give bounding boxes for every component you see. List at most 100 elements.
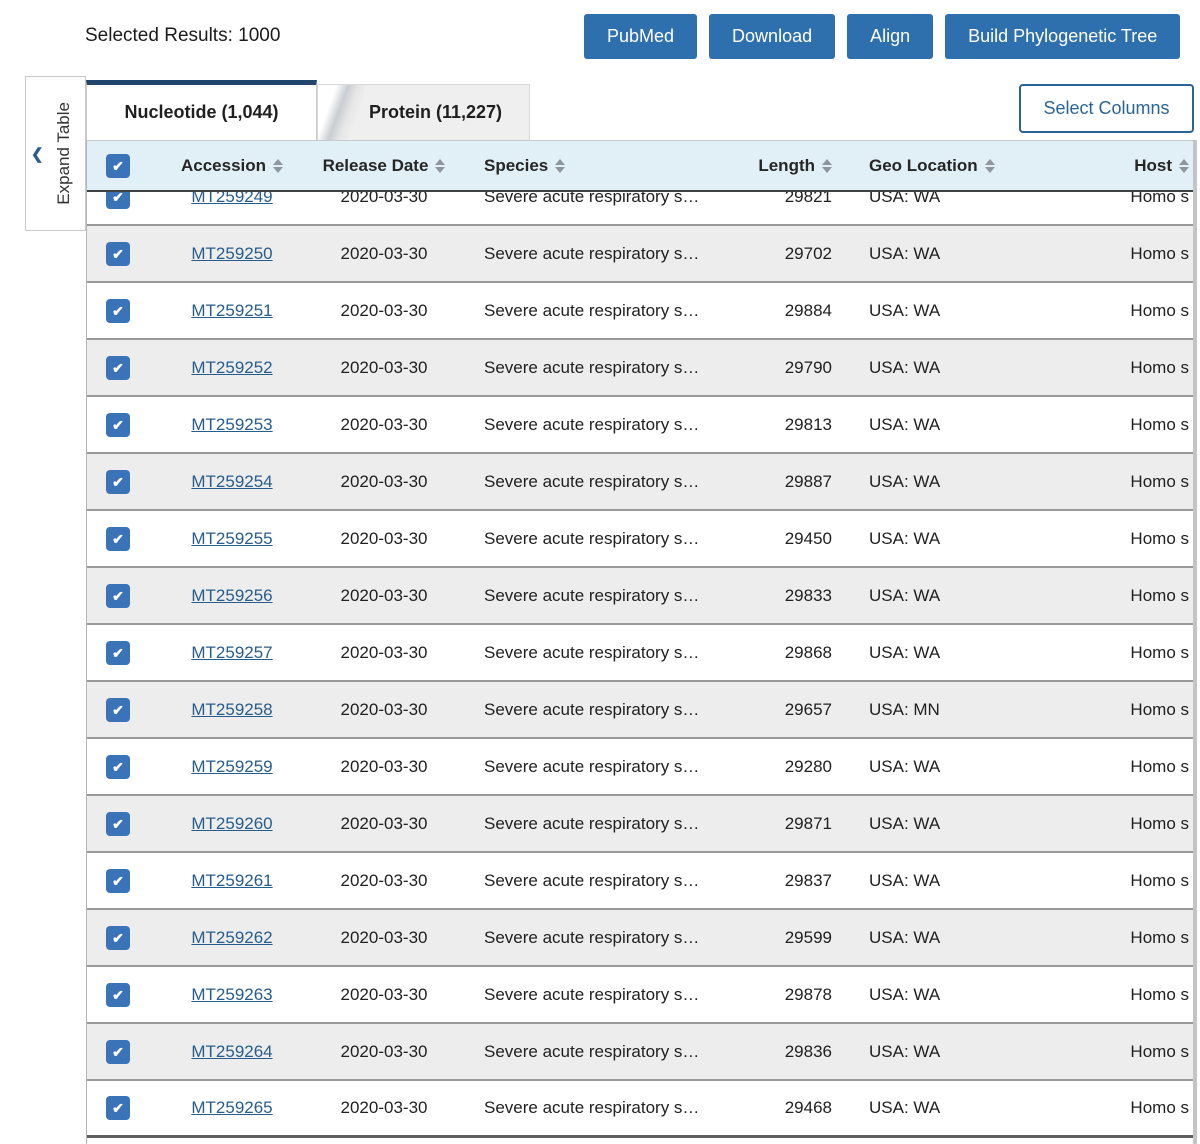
accession-link[interactable]: MT259255 — [191, 528, 273, 548]
header-accession[interactable]: Accession — [157, 156, 307, 176]
row-checkbox[interactable]: ✔ — [106, 982, 130, 1007]
table-row: ✔ MT259256 2020-03-30 Severe acute respirat… — [87, 568, 1193, 625]
header-species[interactable]: Species — [461, 156, 761, 176]
accession-link[interactable]: MT259256 — [191, 585, 273, 605]
host-cell: Homo s — [1130, 984, 1189, 1004]
geo-location-cell: USA: WA — [869, 927, 941, 947]
checkmark-icon: ✔ — [112, 587, 124, 604]
release-date-cell: 2020-03-30 — [340, 927, 428, 947]
host-cell: Homo s — [1130, 813, 1189, 833]
row-checkbox[interactable]: ✔ — [106, 925, 130, 950]
row-checkbox[interactable]: ✔ — [106, 412, 130, 437]
row-checkbox[interactable]: ✔ — [106, 355, 130, 380]
row-checkbox[interactable]: ✔ — [106, 811, 130, 836]
select-columns-button[interactable]: Select Columns — [1019, 84, 1194, 133]
action-button-row: PubMed Download Align Build Phylogenetic… — [584, 14, 1181, 59]
align-button[interactable]: Align — [847, 14, 934, 59]
accession-link[interactable]: MT259264 — [191, 1041, 273, 1061]
sort-icon[interactable] — [435, 158, 446, 173]
release-date-cell: 2020-03-30 — [340, 870, 428, 890]
expand-table-label: Expand Table — [53, 102, 73, 205]
checkmark-icon: ✔ — [112, 815, 124, 832]
geo-location-cell: USA: MN — [869, 699, 940, 719]
sort-icon[interactable] — [555, 158, 566, 173]
header-accession-label: Accession — [180, 155, 267, 175]
accession-link[interactable]: MT259251 — [191, 300, 273, 320]
geo-location-cell: USA: WA — [869, 357, 941, 377]
table-row: ✔ MT259262 2020-03-30 Severe acute respirat… — [87, 910, 1193, 967]
length-cell: 29702 — [784, 243, 832, 263]
download-button[interactable]: Download — [709, 14, 836, 59]
length-cell: 29657 — [784, 699, 832, 719]
row-checkbox[interactable]: ✔ — [106, 192, 130, 209]
checkmark-icon: ✔ — [112, 644, 124, 661]
sort-icon[interactable] — [273, 158, 284, 173]
tab-protein[interactable]: Protein (11,227) — [317, 84, 530, 140]
row-checkbox[interactable]: ✔ — [106, 241, 130, 266]
tab-nucleotide[interactable]: Nucleotide (1,044) — [86, 80, 317, 140]
checkmark-icon: ✔ — [112, 1100, 124, 1116]
length-cell: 29878 — [784, 984, 832, 1004]
release-date-cell: 2020-03-30 — [340, 1098, 428, 1117]
sort-icon[interactable] — [822, 158, 832, 173]
header-geo-location[interactable]: Geo Location — [846, 156, 1041, 176]
row-checkbox[interactable]: ✔ — [106, 754, 130, 779]
tab-nucleotide-label: Nucleotide (1,044) — [124, 102, 279, 122]
row-checkbox[interactable]: ✔ — [106, 1096, 130, 1120]
pubmed-button[interactable]: PubMed — [584, 14, 698, 59]
header-host-label: Host — [1134, 155, 1172, 175]
checkmark-icon: ✔ — [112, 758, 124, 775]
accession-link[interactable]: MT259254 — [191, 471, 273, 491]
release-date-cell: 2020-03-30 — [340, 642, 428, 662]
length-cell: 29887 — [784, 471, 832, 491]
accession-link[interactable]: MT259253 — [191, 414, 273, 434]
header-release-date[interactable]: Release Date — [307, 156, 461, 176]
accession-link[interactable]: MT259261 — [191, 870, 273, 890]
species-cell: Severe acute respiratory s… — [484, 585, 700, 605]
accession-link[interactable]: MT259265 — [191, 1098, 273, 1117]
accession-link[interactable]: MT259263 — [191, 984, 273, 1004]
accession-link[interactable]: MT259258 — [191, 699, 273, 719]
tab-protein-label: Protein (11,227) — [368, 102, 503, 122]
expand-table-button[interactable]: ❮ Expand Table — [25, 76, 86, 231]
accession-link[interactable]: MT259257 — [191, 642, 273, 662]
accession-link[interactable]: MT259252 — [191, 357, 273, 377]
row-select-cell: ✔ — [87, 298, 157, 323]
host-cell: Homo s — [1130, 1098, 1189, 1117]
select-all-checkbox[interactable]: ✔ — [106, 153, 130, 178]
row-checkbox[interactable]: ✔ — [106, 640, 130, 665]
accession-link[interactable]: MT259259 — [191, 756, 273, 776]
geo-location-cell: USA: WA — [869, 813, 941, 833]
header-host[interactable]: Host — [1041, 156, 1193, 176]
species-cell: Severe acute respiratory s… — [484, 1041, 700, 1061]
row-checkbox[interactable]: ✔ — [106, 1039, 130, 1064]
sort-icon[interactable] — [1179, 158, 1189, 173]
row-checkbox[interactable]: ✔ — [106, 469, 130, 494]
accession-link[interactable]: MT259262 — [191, 927, 273, 947]
header-geo-location-label: Geo Location — [869, 155, 978, 175]
row-select-cell: ✔ — [87, 982, 157, 1007]
checkmark-icon: ✔ — [112, 701, 124, 718]
species-cell: Severe acute respiratory s… — [484, 300, 700, 320]
row-checkbox[interactable]: ✔ — [106, 868, 130, 893]
table-row: ✔ MT259255 2020-03-30 Severe acute respirat… — [87, 511, 1193, 568]
row-checkbox[interactable]: ✔ — [106, 583, 130, 608]
accession-link[interactable]: MT259260 — [191, 813, 273, 833]
host-cell: Homo s — [1130, 699, 1189, 719]
table-row: ✔ MT259257 2020-03-30 Severe acute respirat… — [87, 625, 1193, 682]
accession-link[interactable]: MT259250 — [191, 243, 273, 263]
build-phylogenetic-tree-button[interactable]: Build Phylogenetic Tree — [945, 14, 1181, 59]
row-checkbox[interactable]: ✔ — [106, 697, 130, 722]
table-row: ✔ MT259259 2020-03-30 Severe acute respirat… — [87, 739, 1193, 796]
table-body-viewport: ✔ MT259249 2020-03-30 Severe acute respirat… — [87, 192, 1193, 1144]
row-checkbox[interactable]: ✔ — [106, 298, 130, 323]
header-species-label: Species — [484, 155, 549, 175]
species-cell: Severe acute respiratory s… — [484, 243, 700, 263]
row-checkbox[interactable]: ✔ — [106, 526, 130, 551]
release-date-cell: 2020-03-30 — [340, 243, 428, 263]
row-select-cell: ✔ — [87, 811, 157, 836]
accession-link[interactable]: MT259249 — [191, 192, 273, 206]
sort-icon[interactable] — [984, 158, 995, 173]
checkmark-icon: ✔ — [112, 986, 124, 1003]
header-length[interactable]: Length — [758, 156, 846, 176]
